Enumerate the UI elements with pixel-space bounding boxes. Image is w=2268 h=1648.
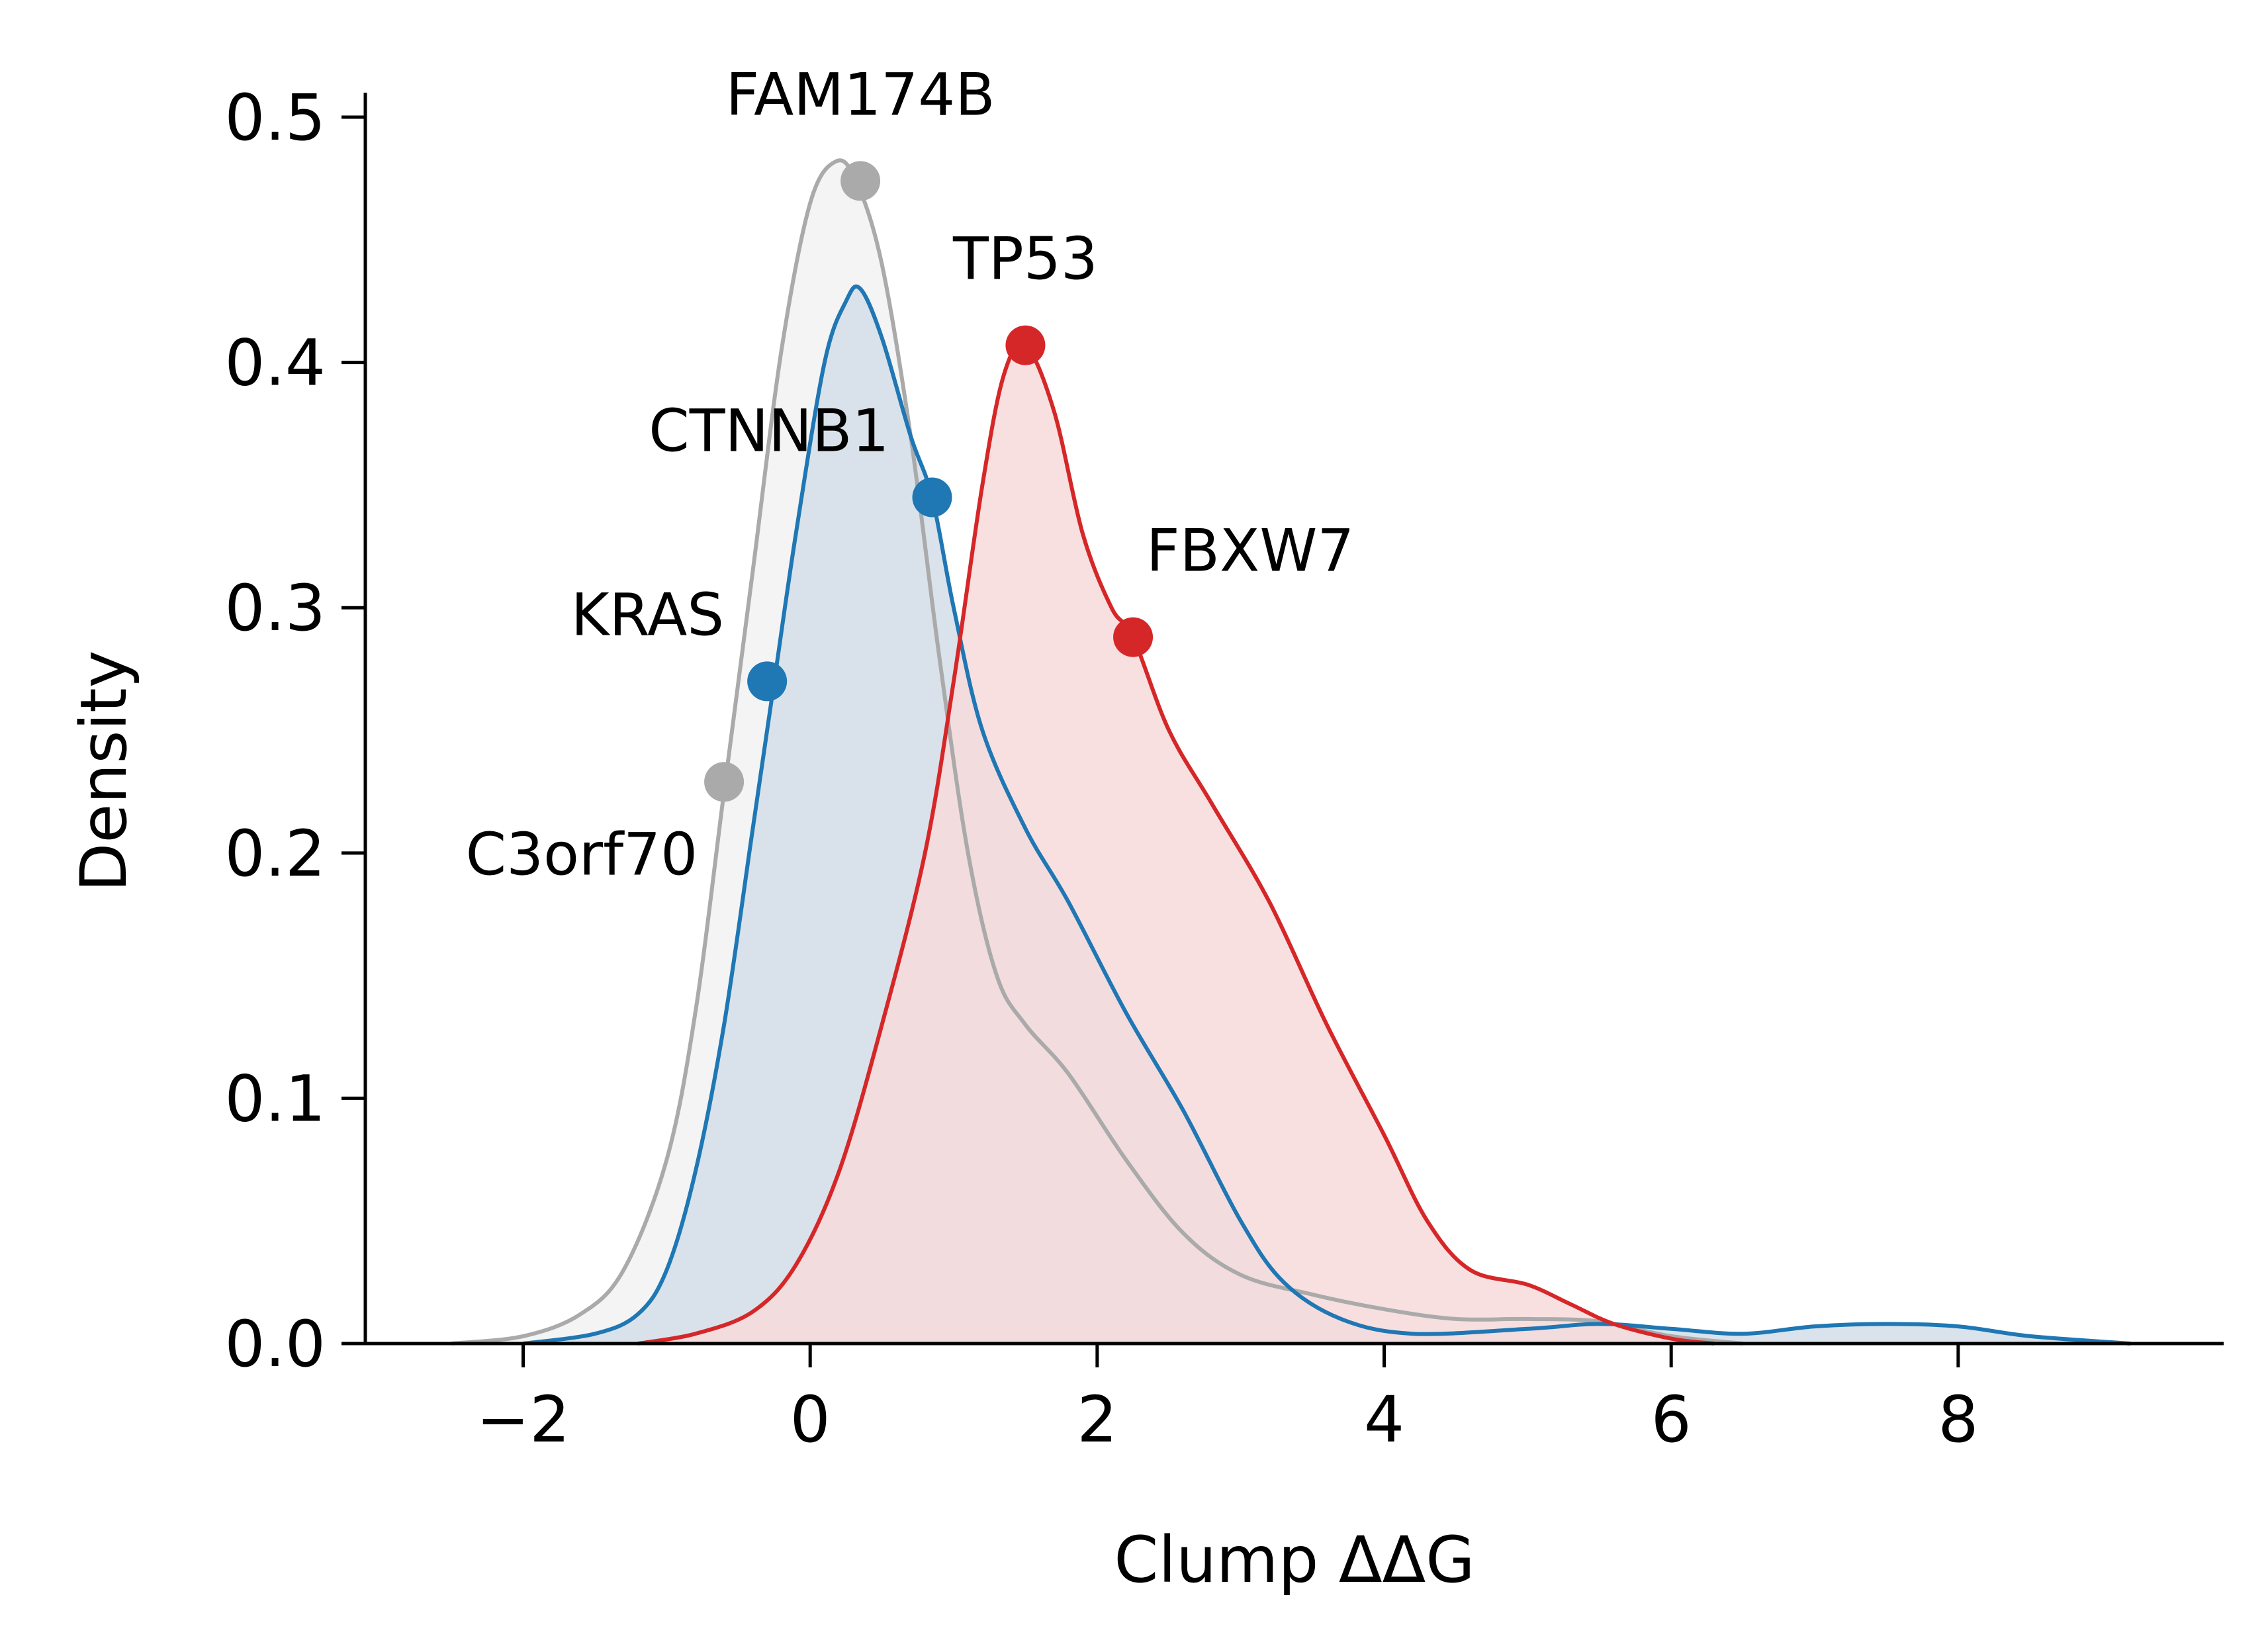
gene-label-fbxw7: FBXW7 xyxy=(1146,517,1354,585)
gene-label-tp53: TP53 xyxy=(952,225,1098,293)
gene-label-kras: KRAS xyxy=(571,580,724,649)
x-tick-label: 6 xyxy=(1651,1383,1692,1457)
y-tick-label: 0.1 xyxy=(224,1062,326,1136)
density-line-0 xyxy=(451,158,1743,1346)
y-tick-label: 0.5 xyxy=(224,81,326,155)
density-lines xyxy=(451,158,2131,1346)
x-tick-label: 0 xyxy=(790,1383,831,1457)
density-area-2 xyxy=(638,343,1715,1344)
gene-point-c3orf70 xyxy=(704,762,745,802)
x-tick-label: 8 xyxy=(1938,1383,1978,1457)
y-axis-ticks: 0.0 0.1 0.2 0.3 0.4 0.5 xyxy=(224,81,365,1381)
density-line-1 xyxy=(523,284,2131,1346)
y-tick-label: 0.3 xyxy=(224,571,326,645)
gene-point-fbxw7 xyxy=(1113,617,1154,657)
gene-point-tp53 xyxy=(1005,325,1046,365)
gene-label-c3orf70: C3orf70 xyxy=(466,820,698,888)
x-axis-ticks: −2 0 2 4 6 8 xyxy=(476,1344,1978,1457)
y-tick-label: 0.4 xyxy=(224,326,326,400)
y-tick-label: 0.2 xyxy=(224,817,326,891)
x-tick-label: 4 xyxy=(1364,1383,1404,1457)
x-tick-label: 2 xyxy=(1077,1383,1117,1457)
gene-label-fam174b: FAM174B xyxy=(726,60,995,128)
density-line-2 xyxy=(637,342,1715,1346)
density-areas xyxy=(451,160,2131,1344)
axes xyxy=(363,93,2224,1346)
y-axis-title: Density xyxy=(67,651,141,892)
gene-point-kras xyxy=(747,661,788,702)
gene-point-fam174b xyxy=(840,161,881,201)
x-tick-label: −2 xyxy=(476,1383,570,1457)
gene-label-ctnnb1: CTNNB1 xyxy=(649,396,889,465)
gene-point-ctnnb1 xyxy=(912,477,952,518)
y-tick-label: 0.0 xyxy=(224,1307,326,1381)
x-axis-title: Clump ΔΔG xyxy=(1114,1523,1474,1597)
highlighted-points: FAM174B C3orf70 CTNNB1 KRAS TP53 FBXW7 xyxy=(466,60,1355,888)
